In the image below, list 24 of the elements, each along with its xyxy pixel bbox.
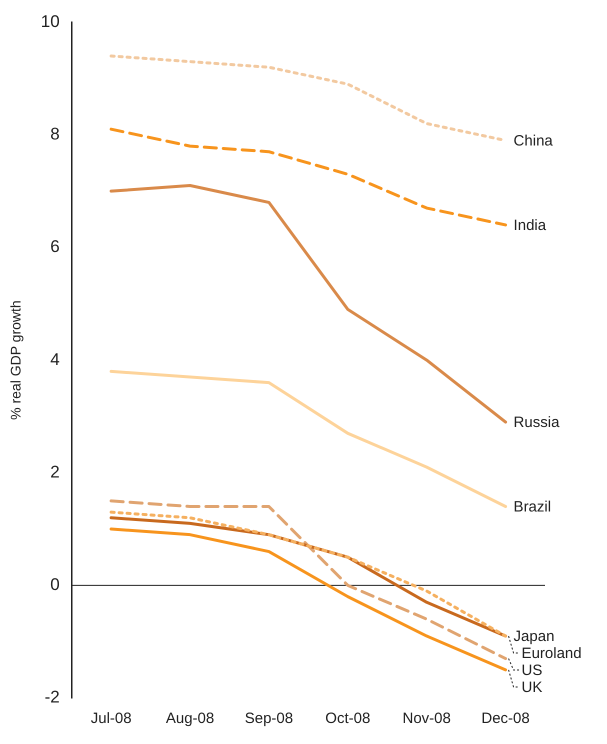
series-label: Japan (514, 628, 554, 646)
series-label: Russia (514, 414, 560, 432)
x-tick-label: Jul-08 (90, 710, 132, 728)
series-label: UK (522, 679, 542, 696)
x-tick-label: Nov-08 (402, 710, 451, 728)
y-tick-label: 0 (50, 575, 60, 594)
y-axis-title: % real GDP growth (7, 300, 24, 420)
x-tick-label: Dec-08 (481, 710, 530, 728)
series-label: China (514, 132, 554, 150)
x-tick-label: Oct-08 (325, 710, 370, 728)
series-label: US (522, 662, 542, 680)
line-series (110, 128, 508, 226)
x-tick-label: Aug-08 (166, 710, 214, 728)
line-series (110, 499, 508, 660)
y-tick-label: 6 (50, 237, 60, 256)
y-tick-label: 8 (50, 124, 60, 144)
series-label: Brazil (514, 498, 552, 516)
series-label: Euroland (522, 645, 582, 662)
series-label: India (514, 217, 547, 234)
y-tick-label: 10 (40, 12, 60, 31)
x-tick-label: Sep-08 (244, 710, 294, 728)
y-tick-label: -2 (44, 688, 60, 707)
y-tick-label: 4 (50, 350, 60, 369)
y-tick-label: 2 (50, 462, 60, 482)
